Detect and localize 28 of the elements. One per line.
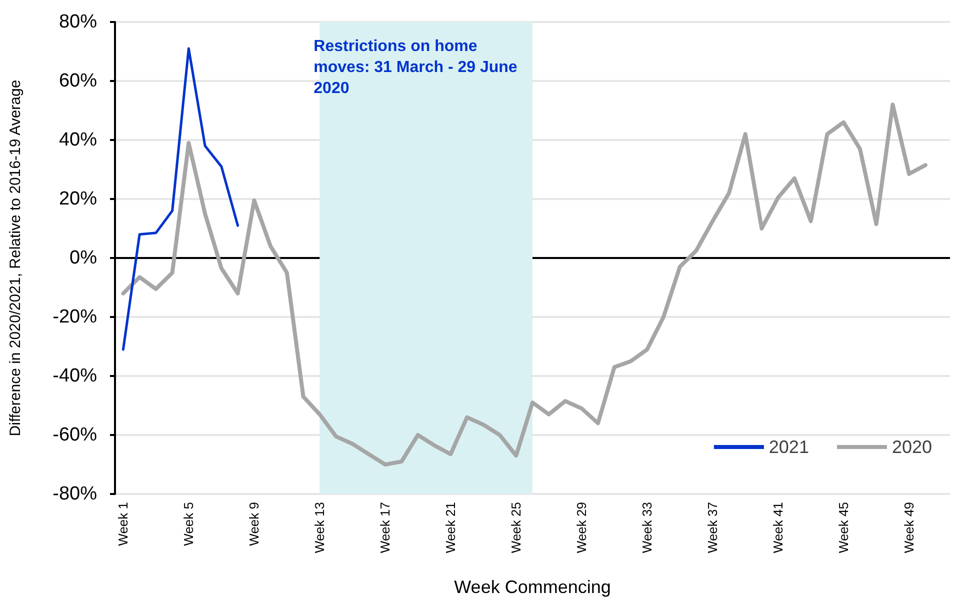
x-tick-label: Week 45: [836, 502, 852, 554]
x-tick-label: Week 9: [246, 502, 262, 546]
y-tick-label: 60%: [58, 70, 98, 92]
x-tick-label: Week 1: [116, 502, 131, 546]
x-tick-label: Week 41: [770, 502, 786, 554]
x-tick-label: Week 33: [640, 502, 655, 554]
x-tick-label: Week 37: [705, 502, 720, 554]
x-tick-label: Week 21: [443, 502, 458, 554]
y-tick-label: 40%: [58, 130, 98, 150]
y-axis-title: Difference in 2020/2021, Relative to 2016-19 Average: [7, 80, 24, 436]
y-tick-label: -20%: [52, 306, 98, 328]
x-tick-label: Week 29: [574, 502, 590, 554]
x-tick-label: Week 5: [181, 502, 196, 546]
x-tick-label: Week 49: [902, 502, 917, 554]
annotation: Restrictions on home moves: 31 March - 29 June 2020: [314, 38, 522, 97]
x-axis-title: Week Commencing: [454, 577, 611, 597]
line-series: [122, 47, 240, 351]
x-tick-label: Week 13: [312, 502, 328, 554]
y-tick-label: 80%: [58, 12, 98, 32]
x-tick-label: Week 25: [508, 502, 524, 554]
y-tick-label: -80%: [52, 484, 98, 504]
x-tick-label: Week 17: [378, 502, 393, 554]
y-tick-label: 20%: [58, 188, 98, 210]
legend-label: 2021: [768, 437, 809, 457]
y-tick-label: 0%: [70, 248, 98, 268]
y-tick-label: -40%: [52, 366, 98, 386]
legend-label: 2020: [892, 437, 932, 457]
y-tick-label: -60%: [52, 424, 98, 446]
